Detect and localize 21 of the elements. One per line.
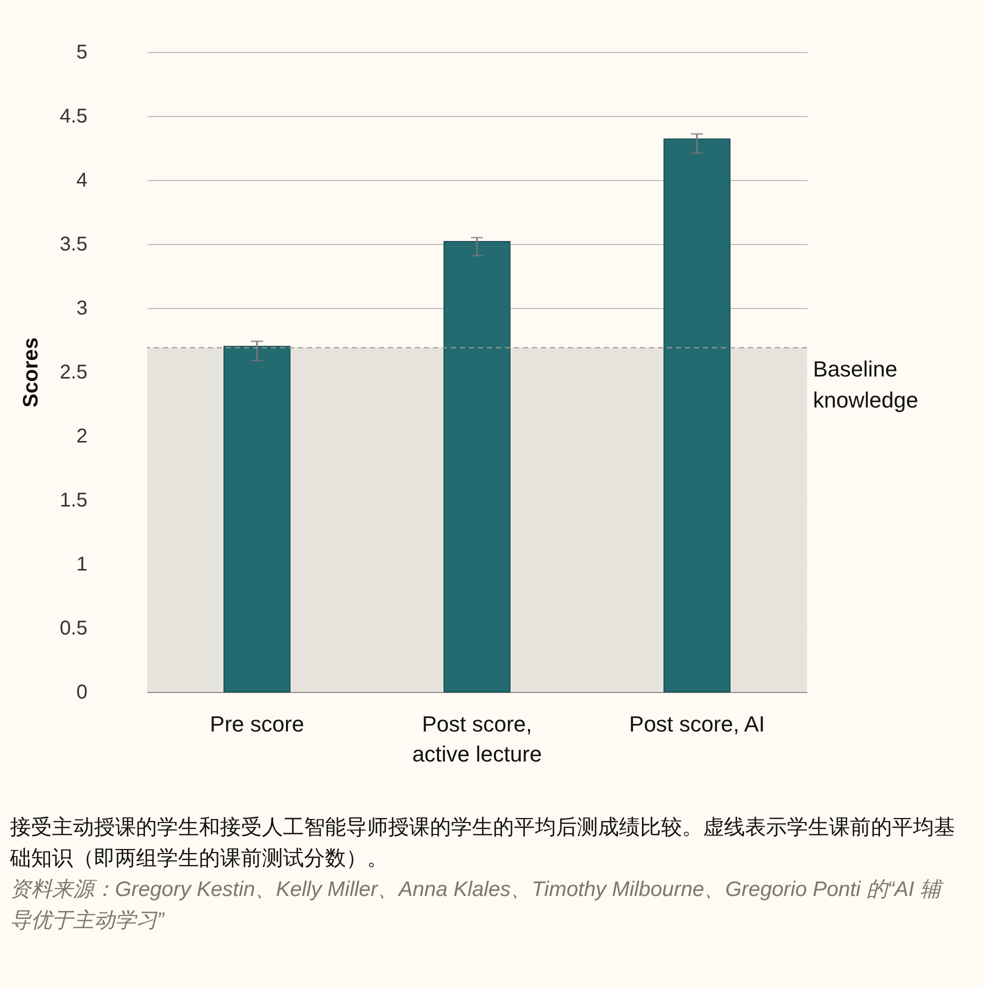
bar bbox=[664, 138, 730, 692]
y-tick-label: 2.5 bbox=[60, 362, 88, 384]
y-tick-label: 0.5 bbox=[60, 618, 88, 640]
y-tick-label: 0 bbox=[76, 682, 88, 704]
bar bbox=[224, 346, 290, 692]
ref-line-label: Baseline knowledge bbox=[813, 356, 918, 413]
x-tick-label: Post score, active lecture bbox=[412, 712, 542, 766]
y-tick-label: 3 bbox=[76, 298, 88, 320]
x-tick-label: Pre score bbox=[210, 712, 304, 736]
x-tick-label: Post score, AI bbox=[629, 712, 765, 736]
y-tick-label: 2 bbox=[76, 426, 88, 448]
y-tick-label: 4.5 bbox=[60, 106, 88, 128]
y-tick-label: 1.5 bbox=[60, 490, 88, 512]
text: 资料来源：Gregory Kestin、Kelly Miller、Anna Klales、Timothy Milbourne、Gregorio Ponti 的“AI 辅导优于主动学习” bbox=[10, 877, 944, 934]
y-tick-label: 4 bbox=[76, 170, 88, 192]
text: 接受主动授课的学生和接受人工智能导师授课的学生的平均后测成绩比较。虚线表示学生课前的平均基础知识（即两组学生的课前测试分数）。 bbox=[10, 815, 956, 872]
y-tick-label: 5 bbox=[76, 42, 88, 64]
bar bbox=[444, 240, 510, 692]
y-tick-label: 1 bbox=[76, 554, 88, 576]
y-tick-label: 3.5 bbox=[60, 234, 88, 256]
y-axis-title: Scores bbox=[20, 337, 43, 408]
